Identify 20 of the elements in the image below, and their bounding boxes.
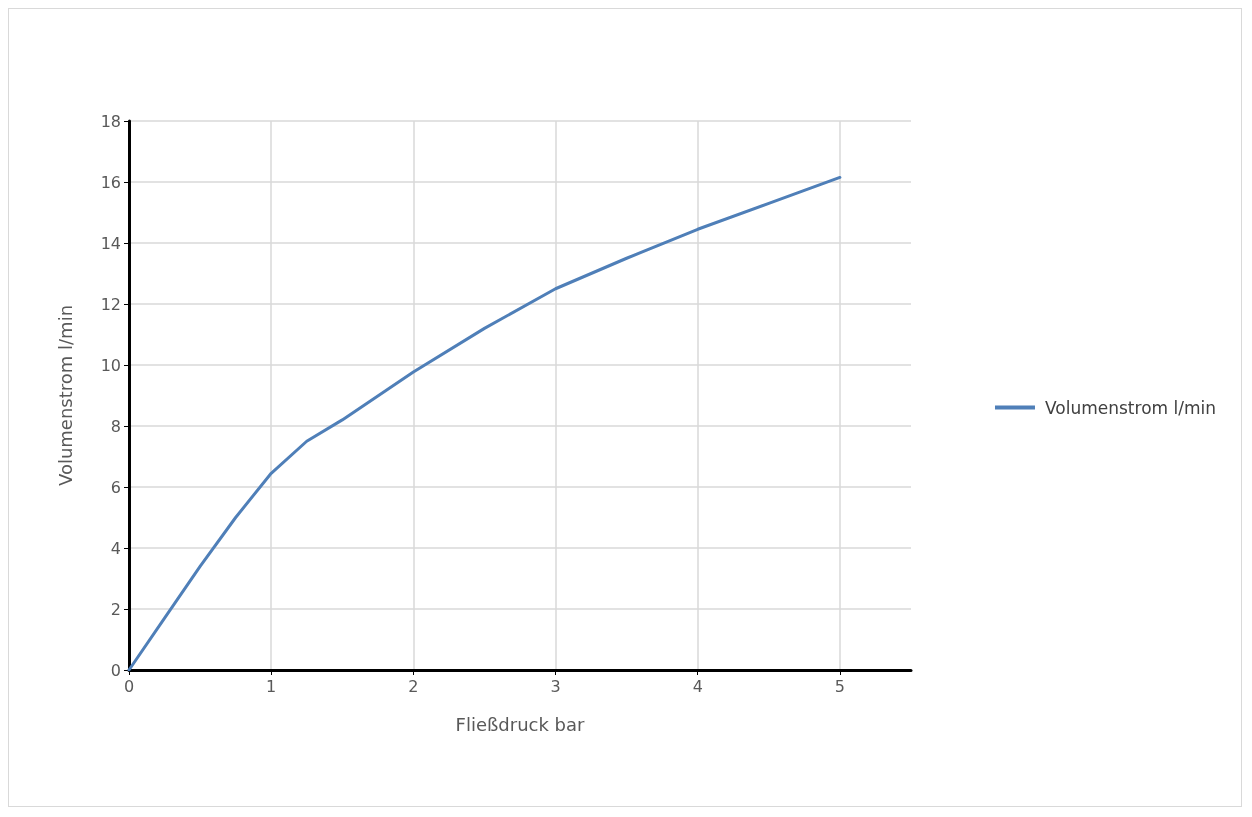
x-axis-title: Fließdruck bar [455,713,586,735]
y-tick-label: 12 [100,294,121,314]
y-tick-label: 18 [100,111,121,131]
y-axis-title: Volumenstrom l/min [54,304,76,487]
y-tick-label: 10 [100,355,121,375]
y-tick-label: 4 [110,538,121,558]
y-tick-label: 8 [110,416,121,436]
y-tick-label: 2 [110,599,121,619]
x-tick-label: 3 [550,676,561,696]
legend-label: Volumenstrom l/min [1044,397,1216,418]
y-tick-label: 6 [110,477,121,497]
line-series [127,175,842,672]
x-tick-label: 5 [834,676,845,696]
y-tick-label: 14 [100,233,121,253]
x-tick-label: 4 [692,676,703,696]
y-tick-label: 16 [100,172,121,192]
x-tick-label: 1 [266,676,277,696]
x-tick-label: 2 [408,676,419,696]
y-tick-label: 0 [110,660,121,680]
x-tick-label: 0 [123,676,135,696]
